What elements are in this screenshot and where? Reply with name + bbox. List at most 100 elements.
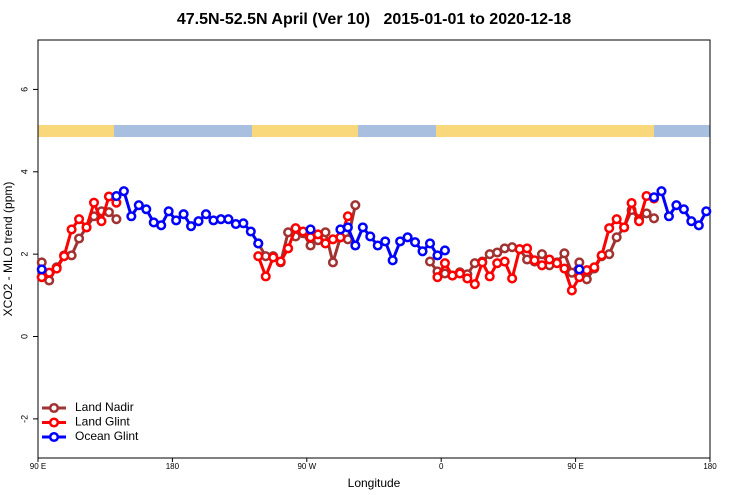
data-point bbox=[342, 211, 353, 222]
data-point bbox=[424, 256, 436, 267]
data-point bbox=[178, 209, 189, 220]
data-point bbox=[492, 247, 503, 258]
data-point bbox=[305, 240, 316, 251]
data-point bbox=[701, 206, 712, 217]
data-point bbox=[522, 243, 533, 254]
data-point bbox=[529, 255, 540, 266]
x-tick-label: 180 bbox=[166, 462, 180, 471]
y-axis-label: XCO2 - MLO trend (ppm) bbox=[1, 182, 15, 317]
data-point bbox=[507, 273, 518, 284]
y-tick-label: 2 bbox=[19, 252, 29, 257]
data-point bbox=[439, 258, 450, 269]
data-point bbox=[312, 229, 324, 240]
data-point bbox=[163, 206, 174, 217]
data-point bbox=[536, 260, 548, 271]
data-point bbox=[619, 222, 630, 233]
data-point bbox=[245, 226, 256, 237]
data-point bbox=[432, 272, 443, 283]
y-tick-label: -2 bbox=[19, 415, 29, 423]
data-point bbox=[589, 262, 600, 273]
ocean-band bbox=[358, 125, 436, 137]
data-point bbox=[350, 200, 361, 211]
data-point bbox=[36, 264, 47, 275]
data-point bbox=[611, 232, 622, 243]
data-point bbox=[402, 232, 413, 243]
legend-label: Ocean Glint bbox=[75, 429, 139, 443]
x-tick-label: 90 E bbox=[30, 462, 46, 471]
data-point bbox=[74, 233, 85, 244]
data-point bbox=[559, 263, 570, 274]
data-point bbox=[417, 246, 428, 257]
data-point bbox=[574, 272, 585, 283]
data-point bbox=[327, 257, 338, 268]
plot-frame bbox=[37, 39, 711, 459]
data-point bbox=[566, 285, 577, 296]
data-point bbox=[462, 273, 473, 284]
data-point bbox=[59, 251, 70, 262]
data-point bbox=[626, 198, 637, 209]
series bbox=[36, 186, 712, 275]
data-point bbox=[223, 214, 234, 225]
data-point bbox=[141, 204, 152, 215]
data-point bbox=[410, 237, 421, 248]
data-point bbox=[305, 224, 316, 235]
data-point bbox=[454, 268, 465, 279]
data-point bbox=[118, 186, 129, 197]
land-band bbox=[252, 125, 358, 137]
data-point bbox=[111, 214, 122, 225]
land-ocean-strip bbox=[38, 125, 710, 137]
data-point bbox=[536, 249, 548, 260]
data-point bbox=[253, 238, 264, 249]
land-band bbox=[38, 125, 114, 137]
data-point bbox=[111, 191, 122, 202]
legend-marker bbox=[48, 402, 60, 414]
series bbox=[36, 191, 660, 296]
data-point bbox=[439, 245, 450, 256]
data-point bbox=[693, 220, 704, 231]
legend-marker bbox=[48, 431, 60, 443]
data-point bbox=[656, 186, 667, 197]
y-tick-label: 4 bbox=[19, 169, 29, 174]
data-point bbox=[66, 224, 77, 235]
data-point bbox=[74, 214, 85, 225]
data-point bbox=[51, 263, 62, 274]
data-point bbox=[171, 215, 182, 226]
ocean-band bbox=[654, 125, 710, 137]
y-tick-label: 6 bbox=[19, 87, 29, 92]
legend-marker bbox=[48, 417, 60, 428]
data-point bbox=[200, 209, 212, 220]
y-tick-label: 0 bbox=[19, 334, 29, 339]
data-point bbox=[193, 216, 204, 227]
x-tick-label: 180 bbox=[703, 462, 717, 471]
data-point bbox=[484, 271, 495, 282]
data-point bbox=[663, 211, 674, 222]
data-point bbox=[544, 254, 555, 265]
data-point bbox=[283, 243, 294, 254]
legend-label: Land Glint bbox=[75, 415, 130, 429]
data-point bbox=[238, 218, 249, 229]
data-point bbox=[126, 211, 137, 222]
data-point bbox=[395, 236, 406, 247]
data-point bbox=[551, 258, 562, 269]
data-point bbox=[387, 255, 398, 266]
data-point bbox=[686, 216, 697, 227]
data-point bbox=[477, 257, 488, 268]
data-point bbox=[372, 240, 383, 251]
data-point bbox=[596, 250, 607, 261]
data-point bbox=[133, 200, 144, 211]
data-point bbox=[320, 238, 331, 249]
data-point bbox=[357, 222, 368, 233]
data-point bbox=[559, 248, 570, 259]
x-tick-label: 0 bbox=[439, 462, 444, 471]
data-point bbox=[350, 240, 361, 251]
data-point bbox=[253, 251, 264, 262]
data-point bbox=[499, 256, 510, 267]
data-point bbox=[156, 220, 167, 231]
legend-label: Land Nadir bbox=[75, 400, 134, 414]
data-point bbox=[186, 221, 197, 232]
data-point bbox=[260, 271, 271, 282]
data-point bbox=[604, 223, 615, 234]
data-point bbox=[469, 279, 480, 290]
data-point bbox=[678, 204, 689, 215]
